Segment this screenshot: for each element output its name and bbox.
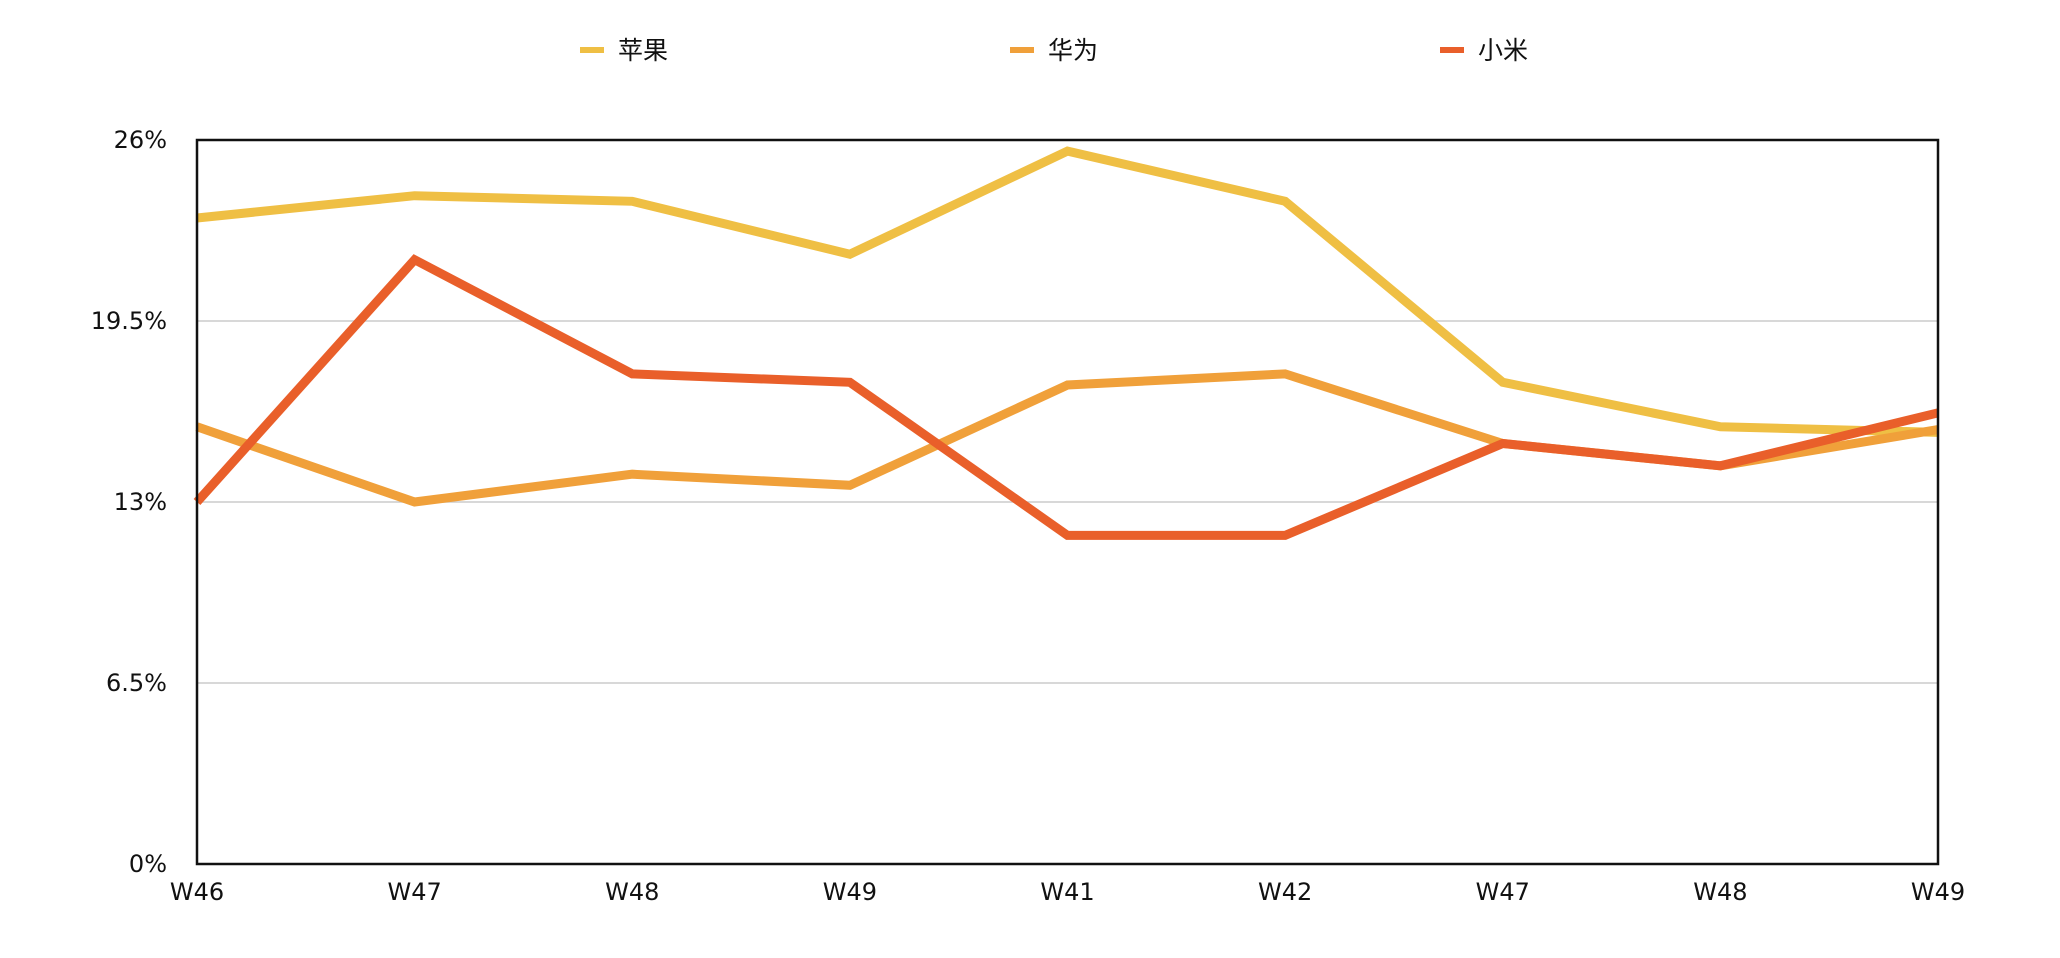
axes: 0% 6.5% 13% 19.5% 26% W46 W47 W48 W49 W41 W42 W47 W4… [91,126,1965,906]
legend-label: 苹果 [618,36,668,65]
grid [197,320,1938,684]
x-tick-label: W47 [387,878,441,906]
legend-label: 小米 [1478,36,1528,65]
x-tick-label: W49 [1911,878,1965,906]
x-tick-label: W42 [1258,878,1312,906]
y-tick-label: 6.5% [106,669,167,697]
series-line-0 [196,146,1939,437]
legend: 苹果 华为 小米 [580,36,1528,65]
series-line-1 [195,369,1939,507]
y-tick-label: 19.5% [91,307,167,335]
x-tick-label: W41 [1040,878,1094,906]
series-lines [193,146,1940,540]
series-line-2 [193,254,1940,540]
plot-frame [195,138,1940,866]
y-tick-label: 13% [114,488,167,516]
x-tick-label: W48 [605,878,659,906]
legend-label: 华为 [1048,36,1098,65]
legend-item: 小米 [1440,36,1528,65]
x-tick-label: W47 [1476,878,1530,906]
x-tick-label: W48 [1693,878,1747,906]
x-tick-label: W49 [823,878,877,906]
legend-item: 华为 [1010,36,1098,65]
legend-item: 苹果 [580,36,668,65]
x-tick-label: W46 [170,878,224,906]
y-tick-label: 26% [114,126,167,154]
y-tick-label: 0% [129,850,167,878]
